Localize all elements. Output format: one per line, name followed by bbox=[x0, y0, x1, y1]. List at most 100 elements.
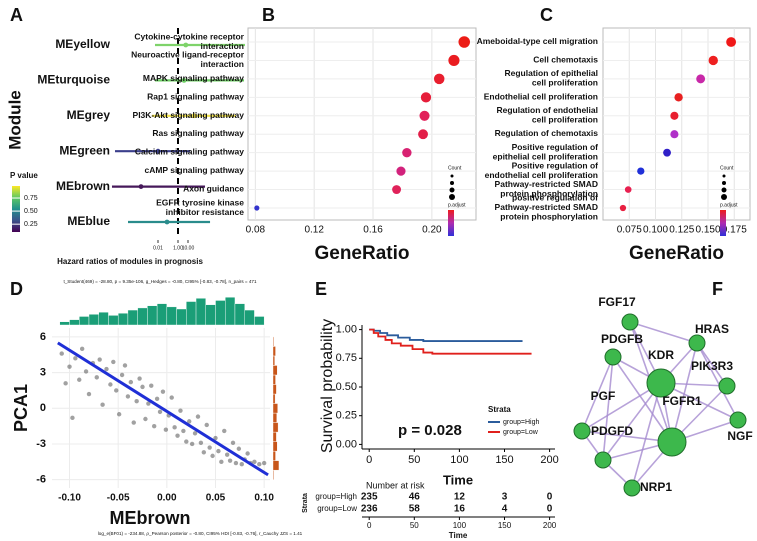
right-hist-bar bbox=[272, 422, 279, 433]
risk-tick-label: 0 bbox=[367, 521, 372, 530]
network-node bbox=[657, 427, 687, 457]
risk-count: 12 bbox=[454, 492, 466, 503]
right-hist-bar bbox=[272, 412, 278, 423]
point bbox=[233, 460, 239, 466]
colorbar bbox=[12, 186, 20, 232]
panel-letter: A bbox=[10, 5, 23, 25]
point bbox=[143, 416, 148, 422]
row-label: Cytokine-cytokine receptor interaction bbox=[134, 32, 244, 52]
dot bbox=[670, 111, 679, 120]
x-tick-label: 0.075 bbox=[617, 225, 642, 236]
row-label: Regulation of epithelial cell proliferati… bbox=[504, 68, 598, 88]
color-legend-title: p.adjust bbox=[720, 202, 738, 208]
dot bbox=[419, 110, 430, 121]
point bbox=[73, 356, 78, 361]
point bbox=[204, 422, 209, 428]
point bbox=[169, 395, 174, 400]
network-node bbox=[621, 313, 639, 331]
row-label: Regulation of chemotaxis bbox=[495, 128, 599, 138]
point bbox=[163, 427, 169, 432]
dot bbox=[674, 93, 683, 102]
x-tick-label: 50 bbox=[408, 454, 420, 466]
risk-count: 16 bbox=[454, 504, 466, 515]
y-tick-label: 0.25 bbox=[336, 410, 357, 422]
top-hist-bar bbox=[215, 300, 226, 326]
network-node bbox=[594, 451, 612, 469]
plot-frame bbox=[247, 27, 477, 221]
right-hist-bar bbox=[272, 384, 277, 395]
point bbox=[86, 391, 92, 397]
node-label: FGF17 bbox=[598, 295, 636, 309]
row-label: positive regulation of Pathway-restricted… bbox=[495, 193, 599, 222]
risk-count: 236 bbox=[361, 504, 378, 515]
point bbox=[146, 401, 151, 406]
point bbox=[157, 409, 163, 415]
x-tick-label: 0.12 bbox=[304, 225, 324, 236]
node-label: PDGFD bbox=[591, 424, 633, 438]
point bbox=[94, 375, 99, 380]
network-node bbox=[688, 334, 706, 352]
risk-count: 3 bbox=[502, 492, 508, 503]
point bbox=[79, 346, 85, 352]
row-label: Positive regulation of epithelial cell pr… bbox=[493, 142, 599, 162]
top-hist-bar bbox=[176, 308, 187, 326]
dot bbox=[624, 186, 632, 193]
x-tick-label: 0.16 bbox=[363, 225, 383, 236]
point bbox=[119, 372, 125, 378]
risk-row-label: group=Low bbox=[317, 504, 357, 513]
dot bbox=[254, 205, 260, 211]
right-hist-bar bbox=[272, 365, 278, 376]
risk-count: 235 bbox=[361, 492, 378, 503]
right-hist-bar bbox=[272, 450, 276, 461]
network-edge bbox=[602, 382, 662, 461]
subtitle: t_Student(469) = -28.80, p = 9.35e-106, … bbox=[63, 279, 257, 284]
size-legend-key bbox=[450, 181, 454, 185]
x-tick-label: 0.20 bbox=[422, 225, 442, 236]
size-legend-title: Count bbox=[720, 165, 734, 171]
x-axis-title: GeneRatio bbox=[314, 243, 409, 264]
x-tick-label: 1.00 bbox=[173, 245, 183, 251]
top-hist-bar bbox=[127, 309, 138, 326]
x-tick-label: -0.05 bbox=[107, 493, 130, 504]
node-label: NGF bbox=[727, 429, 752, 443]
network-node bbox=[623, 479, 641, 497]
x-tick-label: 0.05 bbox=[206, 493, 226, 504]
point bbox=[134, 398, 139, 404]
top-hist-bar bbox=[205, 304, 216, 326]
risk-xlabel: Time bbox=[449, 531, 468, 540]
point bbox=[140, 384, 145, 390]
point bbox=[100, 402, 105, 407]
point bbox=[114, 388, 119, 393]
x-tick-label: 0.10 bbox=[254, 493, 274, 504]
y-axis-title: Survival probability bbox=[319, 319, 336, 453]
right-hist-bar bbox=[272, 403, 278, 414]
point bbox=[154, 396, 160, 401]
annotation: p = 0.028 bbox=[398, 422, 462, 439]
x-tick-label: 0.125 bbox=[669, 225, 694, 236]
x-tick-label: 0.150 bbox=[695, 225, 720, 236]
top-hist-bar bbox=[147, 305, 158, 326]
y-tick-label: 3 bbox=[40, 367, 46, 379]
size-legend-key bbox=[449, 187, 455, 193]
point bbox=[195, 414, 201, 419]
dot bbox=[663, 148, 671, 157]
point bbox=[245, 451, 250, 456]
dot bbox=[670, 130, 679, 139]
row-label: EGFR tyrosine kinase inhibitor resistance bbox=[156, 198, 244, 218]
right-hist-bar bbox=[272, 393, 276, 404]
network-edge bbox=[612, 356, 673, 443]
network-edge bbox=[581, 356, 614, 432]
right-hist-bar bbox=[272, 336, 275, 347]
point bbox=[131, 420, 136, 425]
point bbox=[219, 459, 224, 465]
network-node bbox=[573, 422, 591, 440]
row-label: MEgreen bbox=[59, 143, 110, 157]
row-label: MEturquoise bbox=[37, 73, 110, 87]
dot bbox=[396, 166, 406, 176]
hr-point bbox=[183, 42, 189, 48]
risk-title: Number at risk bbox=[366, 480, 425, 490]
x-tick-label: 0.08 bbox=[246, 225, 266, 236]
network-edge bbox=[602, 356, 614, 461]
right-hist-bar bbox=[272, 460, 280, 471]
caption: log_e(BF01) = -234.88, ρ_Pearson posteri… bbox=[98, 531, 303, 536]
